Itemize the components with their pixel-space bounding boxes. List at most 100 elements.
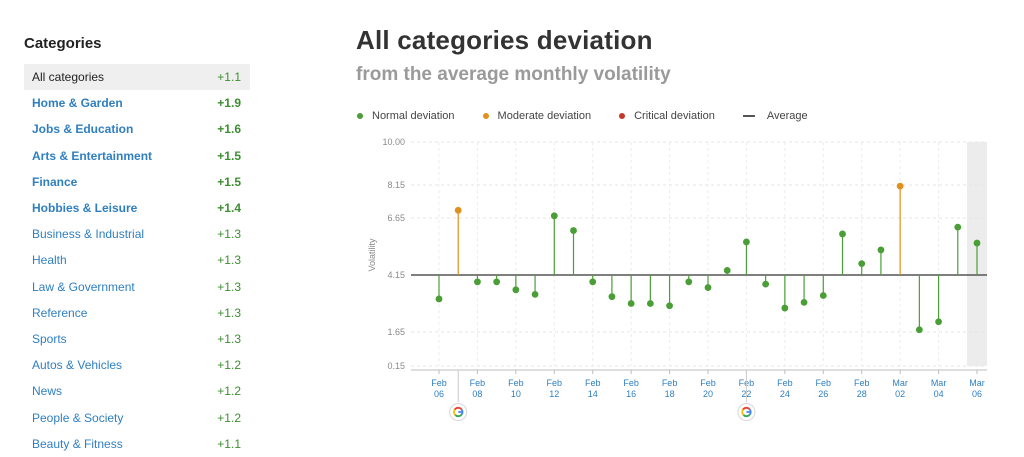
x-tick-label: Feb: [623, 378, 639, 388]
legend-average[interactable]: Average: [742, 110, 808, 122]
category-item[interactable]: Finance +1.5: [24, 169, 250, 195]
legend-critical-label: Critical deviation: [634, 110, 715, 122]
category-value: +1.2: [217, 384, 241, 399]
category-item[interactable]: Arts & Entertainment +1.5: [24, 143, 250, 169]
y-tick-label: 4.15: [387, 270, 405, 280]
category-label: Beauty & Fitness: [32, 436, 123, 451]
category-item[interactable]: Beauty & Fitness +1.1: [24, 431, 250, 457]
x-tick-label: 28: [857, 389, 867, 399]
category-label: Jobs & Education: [32, 122, 134, 137]
category-value: +1.3: [217, 279, 241, 294]
volatility-chart: 10.008.156.654.151.650.15VolatilityFeb06…: [367, 137, 987, 421]
category-label: Autos & Vehicles: [32, 358, 123, 373]
category-value: +1.1: [217, 436, 241, 451]
data-point: [858, 260, 866, 267]
x-tick-label: 10: [511, 389, 521, 399]
y-tick-label: 6.65: [387, 213, 405, 223]
category-label: News: [32, 384, 63, 399]
data-point: [819, 292, 827, 299]
x-tick-label: Feb: [662, 378, 678, 388]
chart-legend: Normal deviation Moderate deviation Crit…: [357, 110, 836, 122]
category-value: +1.2: [217, 358, 241, 373]
category-value: +1.9: [217, 96, 241, 111]
category-item[interactable]: Jobs & Education +1.6: [24, 116, 250, 142]
data-point: [723, 267, 731, 274]
category-item[interactable]: Autos & Vehicles +1.2: [24, 352, 250, 378]
x-tick-label: 06: [972, 389, 982, 399]
category-label: Health: [32, 253, 67, 268]
y-axis-title: Volatility: [367, 238, 377, 272]
y-tick-label: 0.15: [387, 361, 405, 371]
category-item[interactable]: Home & Garden +1.9: [24, 90, 250, 116]
x-tick-label: Mar: [892, 378, 908, 388]
category-item[interactable]: Law & Government +1.3: [24, 274, 250, 300]
data-point: [973, 239, 981, 247]
data-point: [666, 302, 673, 310]
category-label: Home & Garden: [32, 96, 123, 111]
x-tick-label: Mar: [969, 378, 985, 388]
categories-sidebar: Categories All categories +1.1 Home & Gard…: [24, 34, 250, 457]
sidebar-title: Categories: [24, 35, 102, 52]
x-tick-label: 24: [780, 389, 790, 399]
category-label: All categories: [32, 70, 105, 85]
x-tick-label: Feb: [431, 378, 447, 388]
x-tick-label: Feb: [547, 378, 563, 388]
data-point: [781, 304, 789, 312]
data-point: [743, 238, 750, 246]
moderate-dot-icon: [482, 113, 489, 119]
data-point: [800, 298, 808, 306]
y-tick-label: 1.65: [387, 327, 405, 337]
category-value: +1.4: [217, 201, 241, 216]
legend-critical[interactable]: Critical deviation: [619, 110, 715, 122]
category-item[interactable]: Business & Industrial +1.3: [24, 221, 250, 247]
normal-dot-icon: [357, 113, 363, 119]
category-value: +1.3: [217, 305, 241, 320]
data-point: [915, 326, 923, 334]
critical-dot-icon: [619, 113, 626, 119]
data-point: [935, 318, 942, 326]
category-item[interactable]: Hobbies & Leisure +1.4: [24, 195, 250, 221]
category-label: Sports: [32, 331, 67, 346]
category-value: +1.5: [217, 148, 241, 163]
google-icon-segment: [742, 413, 751, 418]
x-tick-label: 26: [818, 389, 828, 399]
category-item[interactable]: Reference +1.3: [24, 300, 250, 326]
category-item[interactable]: All categories +1.1: [24, 64, 250, 91]
legend-moderate-label: Moderate deviation: [497, 110, 592, 122]
data-point: [762, 280, 770, 288]
x-tick-label: Mar: [931, 378, 947, 388]
legend-average-label: Average: [766, 110, 808, 122]
data-point: [839, 230, 846, 238]
page-subtitle: from the average monthly volatility: [356, 64, 671, 85]
x-tick-label: Feb: [508, 378, 524, 388]
category-label: Law & Government: [32, 279, 135, 294]
category-item[interactable]: Sports +1.3: [24, 326, 250, 352]
average-line-icon: [742, 115, 755, 117]
google-icon-segment: [453, 409, 457, 416]
x-tick-label: 04: [934, 389, 944, 399]
data-point: [570, 227, 577, 234]
category-item[interactable]: People & Society +1.2: [24, 404, 250, 430]
x-tick-label: 16: [626, 389, 636, 399]
x-tick-label: Feb: [470, 378, 486, 388]
x-tick-label: Feb: [777, 378, 793, 388]
category-value: +1.3: [217, 331, 241, 346]
category-label: Finance: [32, 174, 78, 189]
x-tick-label: 02: [895, 389, 905, 399]
y-tick-label: 10.00: [382, 137, 405, 147]
legend-normal[interactable]: Normal deviation: [357, 110, 455, 122]
legend-moderate[interactable]: Moderate deviation: [482, 110, 592, 122]
data-point: [704, 284, 712, 291]
category-item[interactable]: News +1.2: [24, 378, 250, 404]
legend-normal-label: Normal deviation: [372, 110, 455, 122]
category-list: All categories +1.1 Home & Garden +1.9 Jobs …: [24, 64, 250, 457]
data-point: [627, 300, 635, 307]
category-item[interactable]: Health +1.3: [24, 247, 250, 273]
category-label: People & Society: [32, 410, 124, 425]
google-icon-segment: [742, 406, 751, 411]
data-point: [474, 278, 481, 286]
data-point: [550, 212, 558, 220]
category-value: +1.6: [217, 122, 241, 137]
data-point: [435, 295, 443, 303]
category-value: +1.2: [217, 410, 241, 425]
